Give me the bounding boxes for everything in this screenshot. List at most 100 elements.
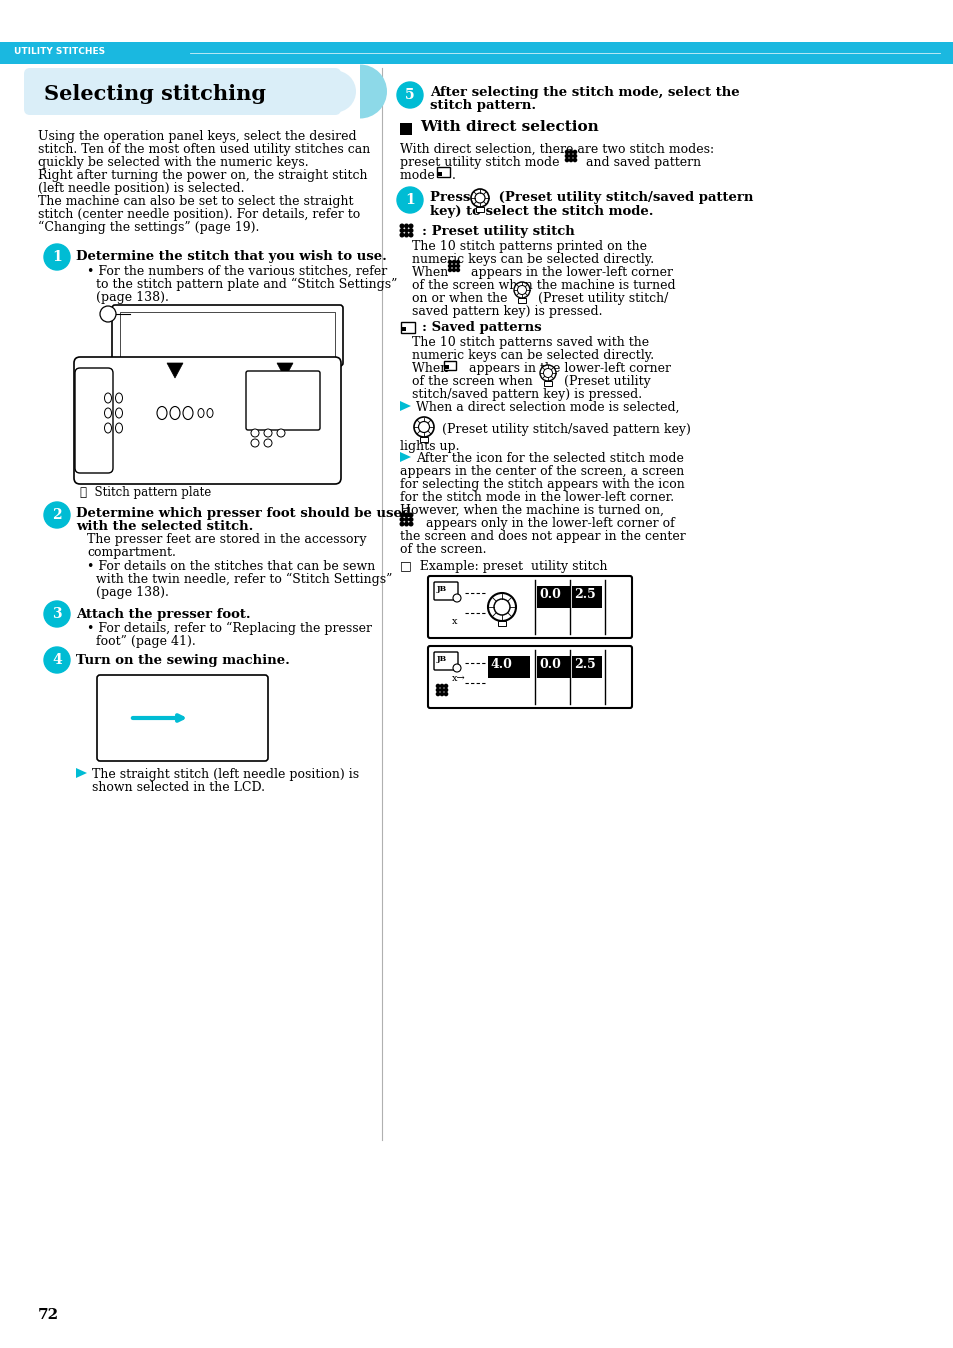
Text: Right after turning the power on, the straight stitch: Right after turning the power on, the st…: [38, 168, 367, 182]
Text: foot” (page 41).: foot” (page 41).: [96, 635, 195, 648]
Text: • For details, refer to “Replacing the presser: • For details, refer to “Replacing the p…: [87, 621, 372, 635]
Text: numeric keys can be selected directly.: numeric keys can be selected directly.: [412, 349, 654, 363]
Text: quickly be selected with the numeric keys.: quickly be selected with the numeric key…: [38, 156, 309, 168]
Circle shape: [448, 268, 451, 271]
Circle shape: [396, 82, 422, 108]
Text: appears in the lower-left corner: appears in the lower-left corner: [464, 363, 670, 375]
Text: to the stitch pattern plate and “Stitch Settings”: to the stitch pattern plate and “Stitch …: [96, 278, 397, 291]
Circle shape: [409, 224, 413, 228]
Text: The 10 stitch patterns saved with the: The 10 stitch patterns saved with the: [412, 336, 648, 349]
Text: The 10 stitch patterns printed on the: The 10 stitch patterns printed on the: [412, 240, 646, 253]
Text: appears in the lower-left corner: appears in the lower-left corner: [467, 266, 672, 279]
Circle shape: [448, 260, 451, 263]
Polygon shape: [399, 400, 411, 411]
FancyBboxPatch shape: [74, 357, 340, 484]
Circle shape: [44, 601, 70, 627]
FancyBboxPatch shape: [437, 173, 441, 177]
Text: with the selected stitch.: with the selected stitch.: [76, 520, 253, 532]
Text: 1: 1: [105, 310, 111, 319]
Circle shape: [251, 429, 258, 437]
FancyBboxPatch shape: [434, 652, 457, 670]
Circle shape: [436, 689, 439, 692]
Circle shape: [404, 518, 408, 522]
Circle shape: [440, 689, 443, 692]
FancyBboxPatch shape: [572, 586, 601, 608]
Text: on or when the: on or when the: [412, 293, 511, 305]
Circle shape: [539, 365, 556, 381]
Circle shape: [264, 429, 272, 437]
Text: 0.0: 0.0: [538, 588, 560, 601]
Circle shape: [573, 151, 576, 154]
Circle shape: [453, 665, 460, 673]
Text: After the icon for the selected stitch mode: After the icon for the selected stitch m…: [416, 452, 683, 465]
Text: (left needle position) is selected.: (left needle position) is selected.: [38, 182, 244, 195]
Circle shape: [399, 224, 403, 228]
Circle shape: [440, 685, 443, 687]
FancyBboxPatch shape: [75, 368, 112, 473]
Circle shape: [409, 229, 413, 232]
FancyBboxPatch shape: [112, 305, 343, 367]
Text: When: When: [412, 363, 452, 375]
Text: Using the operation panel keys, select the desired: Using the operation panel keys, select t…: [38, 129, 356, 143]
Wedge shape: [335, 70, 355, 112]
Circle shape: [488, 593, 516, 621]
Ellipse shape: [198, 408, 204, 418]
Text: x: x: [452, 617, 457, 625]
Ellipse shape: [105, 408, 112, 418]
Text: stitch/saved pattern key) is pressed.: stitch/saved pattern key) is pressed.: [412, 388, 641, 400]
FancyBboxPatch shape: [572, 656, 601, 678]
Circle shape: [440, 693, 443, 696]
Text: (page 138).: (page 138).: [96, 586, 169, 599]
Text: 2.5: 2.5: [574, 658, 595, 671]
Text: The presser feet are stored in the accessory: The presser feet are stored in the acces…: [87, 532, 366, 546]
Text: mode: mode: [399, 168, 438, 182]
Text: JB: JB: [436, 585, 447, 593]
Text: numeric keys can be selected directly.: numeric keys can be selected directly.: [412, 253, 654, 266]
Circle shape: [399, 522, 403, 526]
Text: of the screen when: of the screen when: [412, 375, 537, 388]
Text: x→: x→: [452, 674, 465, 683]
Text: for selecting the stitch appears with the icon: for selecting the stitch appears with th…: [399, 479, 684, 491]
Text: with the twin needle, refer to “Stitch Settings”: with the twin needle, refer to “Stitch S…: [96, 573, 392, 586]
Text: The straight stitch (left needle position) is: The straight stitch (left needle positio…: [91, 768, 358, 780]
Circle shape: [452, 264, 455, 267]
Circle shape: [444, 685, 447, 687]
Text: lights up.: lights up.: [399, 439, 459, 453]
Circle shape: [399, 229, 403, 232]
FancyBboxPatch shape: [399, 123, 412, 135]
Circle shape: [409, 514, 413, 516]
Circle shape: [251, 439, 258, 448]
Circle shape: [409, 522, 413, 526]
Circle shape: [456, 264, 459, 267]
Circle shape: [44, 647, 70, 673]
Text: Press: Press: [430, 191, 475, 204]
Text: UTILITY STITCHES: UTILITY STITCHES: [14, 47, 105, 57]
Circle shape: [409, 233, 413, 237]
Text: “Changing the settings” (page 19).: “Changing the settings” (page 19).: [38, 221, 259, 235]
Text: and saved pattern: and saved pattern: [581, 156, 700, 168]
Text: When a direct selection mode is selected,: When a direct selection mode is selected…: [416, 400, 679, 414]
Text: 72: 72: [38, 1308, 59, 1322]
Circle shape: [456, 260, 459, 263]
Text: 3: 3: [52, 607, 62, 621]
Circle shape: [452, 268, 455, 271]
Circle shape: [399, 514, 403, 516]
Circle shape: [514, 282, 530, 298]
FancyBboxPatch shape: [497, 621, 505, 625]
FancyBboxPatch shape: [24, 67, 340, 115]
Text: : Preset utility stitch: : Preset utility stitch: [421, 225, 574, 239]
FancyBboxPatch shape: [428, 576, 631, 638]
Text: stitch. Ten of the most often used utility stitches can: stitch. Ten of the most often used utili…: [38, 143, 370, 156]
Circle shape: [565, 155, 568, 158]
Circle shape: [404, 233, 408, 237]
Polygon shape: [76, 768, 87, 778]
FancyBboxPatch shape: [517, 298, 525, 303]
FancyBboxPatch shape: [246, 371, 319, 430]
Text: Turn on the sewing machine.: Turn on the sewing machine.: [76, 654, 290, 667]
Polygon shape: [399, 452, 411, 462]
Text: of the screen.: of the screen.: [399, 543, 486, 555]
Circle shape: [409, 518, 413, 522]
Circle shape: [404, 224, 408, 228]
Text: 4.0: 4.0: [490, 658, 512, 671]
FancyBboxPatch shape: [120, 311, 335, 357]
